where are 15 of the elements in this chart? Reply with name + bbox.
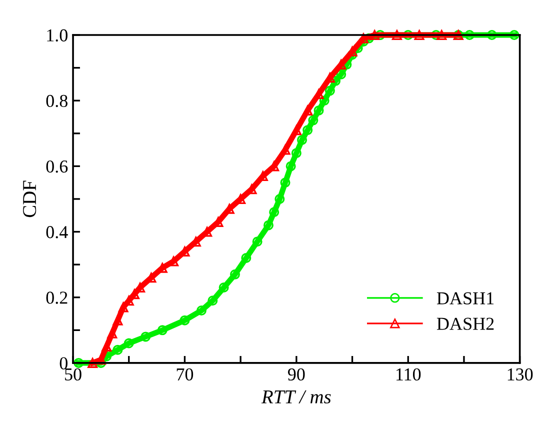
y-tick-label: 0.2 [46,292,68,304]
x-tick-label: 90 [288,368,305,381]
y-tick-label: 0.4 [46,226,68,238]
x-axis-title: RTT / ms [261,390,331,404]
x-tick-label: 130 [508,368,533,381]
y-tick-label: 0 [60,357,68,370]
x-tick-label: 70 [176,368,194,381]
y-axis-title: CDF [23,180,36,218]
x-tick-label: 110 [396,368,421,381]
legend-label: DASH2 [436,318,494,330]
y-tick-label: 0.8 [46,94,68,108]
legend-label: DASH1 [436,292,494,304]
x-tick-label: 50 [65,368,82,381]
y-tick-label: 1.0 [47,29,68,42]
y-tick-label: 0.6 [46,160,68,173]
